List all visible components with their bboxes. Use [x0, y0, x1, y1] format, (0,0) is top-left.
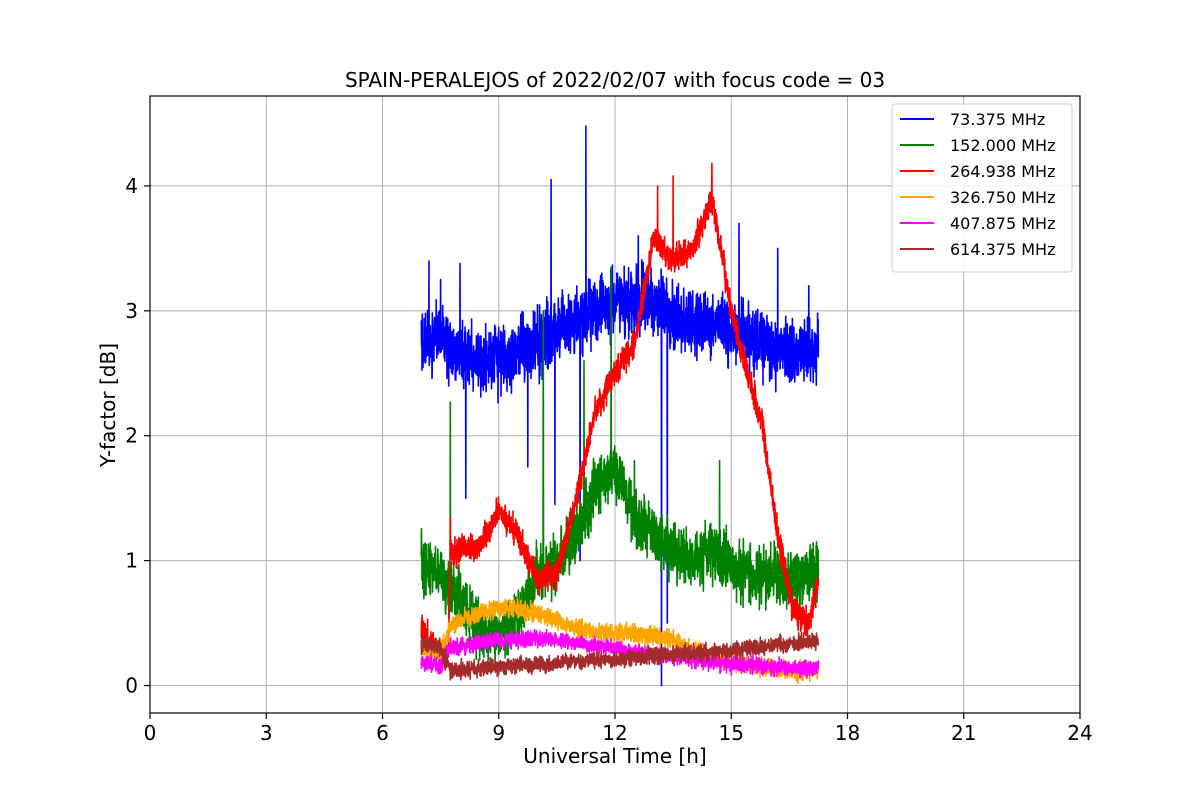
series-line: [420, 628, 820, 679]
y-tick-label: 0: [125, 674, 138, 698]
legend-label: 407.875 MHz: [950, 214, 1055, 233]
y-tick-label: 4: [125, 174, 138, 198]
x-axis-label: Universal Time [h]: [523, 744, 706, 768]
legend-label: 614.375 MHz: [950, 240, 1055, 259]
x-tick-label: 12: [602, 721, 627, 745]
x-tick-label: 3: [260, 721, 273, 745]
x-tick-label: 21: [951, 721, 976, 745]
x-tick-label: 0: [144, 721, 157, 745]
legend: 73.375 MHz 152.000 MHz 264.938 MHz 326.750 …: [891, 103, 1073, 273]
y-tick-label: 2: [125, 424, 138, 448]
legend-box: [891, 103, 1073, 273]
series-line: [420, 162, 820, 671]
x-tick-label: 9: [492, 721, 505, 745]
y-tick-label: 3: [125, 299, 138, 323]
x-tick-label: 18: [835, 721, 860, 745]
series-line: [420, 125, 820, 687]
x-tick-label: 6: [376, 721, 389, 745]
series-line: [420, 631, 820, 681]
x-tick-label: 15: [719, 721, 744, 745]
legend-label: 326.750 MHz: [950, 188, 1055, 207]
y-axis-label: Y-factor [dB]: [96, 343, 120, 468]
legend-label: 152.000 MHz: [950, 136, 1055, 155]
chart-title: SPAIN-PERALEJOS of 2022/02/07 with focus…: [345, 68, 885, 92]
y-tick-label: 1: [125, 549, 138, 573]
x-tick-label: 24: [1067, 721, 1092, 745]
legend-label: 264.938 MHz: [950, 162, 1055, 181]
legend-label: 73.375 MHz: [950, 110, 1045, 129]
plot-area: [420, 125, 820, 687]
